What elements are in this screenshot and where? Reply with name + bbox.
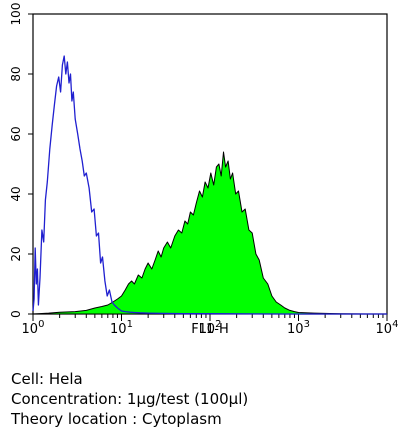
x-axis-label: FL1-H	[191, 322, 228, 337]
x-tick-label: 100	[22, 319, 45, 337]
x-tick-label: 101	[110, 319, 133, 337]
caption-cell: Cell: Hela	[11, 370, 83, 388]
caption-theory-location: Theory location : Cytoplasm	[11, 410, 222, 428]
y-tick-label: 0	[9, 310, 23, 318]
x-tick-label: 103	[287, 319, 310, 337]
y-tick-label: 60	[9, 126, 23, 141]
y-tick-label: 20	[9, 246, 23, 261]
x-axis-tick-labels: 100 101 102 103 104	[22, 319, 399, 337]
y-tick-label: 40	[9, 186, 23, 201]
filled-histogram-series	[32, 151, 388, 315]
y-axis-ticks	[28, 13, 33, 315]
y-tick-label: 100	[9, 3, 23, 26]
histogram-series	[32, 55, 388, 315]
y-tick-label: 80	[9, 66, 23, 81]
outline-histogram-series	[32, 55, 387, 315]
y-axis-tick-labels: 0 20 40 60 80 100	[9, 3, 23, 318]
x-tick-label: 104	[376, 319, 399, 337]
x-axis-ticks	[32, 314, 388, 321]
caption-concentration: Concentration: 1μg/test (100μl)	[11, 390, 249, 408]
